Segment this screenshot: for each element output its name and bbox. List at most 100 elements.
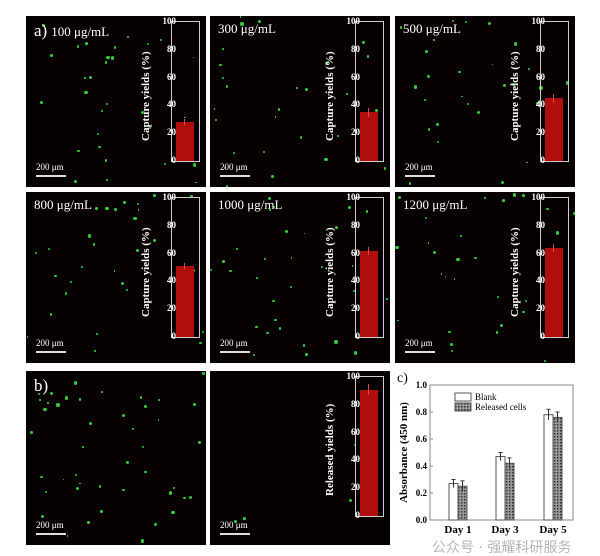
cell-dot — [365, 210, 369, 213]
cell-dot — [106, 55, 110, 60]
cell-dot — [159, 38, 162, 41]
cell-dot — [123, 200, 126, 204]
micrograph-panel: 300 μg/mL 200 μm 0 20 40 60 80 100 Capture yield… — [210, 16, 390, 187]
cell-dot — [76, 45, 80, 48]
concentration-label: 500 μg/mL — [403, 21, 461, 37]
cell-dot — [374, 109, 378, 113]
y-tick-label: 80 — [167, 219, 176, 230]
cell-dot — [334, 340, 338, 344]
cell-dot — [502, 83, 507, 87]
cell-dot — [269, 209, 271, 212]
concentration-label: 300 μg/mL — [218, 21, 276, 37]
cell-dot — [334, 226, 338, 230]
cell-dot — [153, 194, 157, 198]
cell-dot — [40, 514, 45, 519]
cell-dot — [573, 211, 575, 215]
cell-dot — [408, 182, 411, 185]
y-tick-label: 100 — [162, 192, 177, 202]
cell-dot — [126, 35, 130, 39]
cell-dot — [120, 282, 124, 286]
scale-line — [220, 351, 250, 353]
y-axis-label: Capture yields (%) — [324, 50, 336, 141]
cell-dot — [126, 288, 129, 292]
cell-dot — [436, 123, 439, 126]
cell-dot — [144, 471, 147, 474]
cell-dot — [337, 135, 340, 138]
cell-dot — [50, 391, 54, 395]
cell-dot — [456, 258, 460, 262]
panel-letter-b: b) — [34, 376, 49, 395]
y-tick-label: 40 — [351, 275, 360, 286]
cell-dot — [440, 273, 443, 275]
inset-bar-chart — [355, 197, 384, 338]
cell-dot — [512, 82, 516, 86]
scale-bar: 200 μm — [405, 162, 435, 177]
cell-dot — [565, 81, 569, 85]
cell-dot — [42, 24, 45, 27]
cell-dot — [225, 84, 229, 88]
cell-dot — [213, 107, 216, 110]
concentration-text: 1200 μg/mL — [403, 197, 468, 212]
y-tick-label: 0 — [171, 155, 177, 165]
concentration-text: 500 μg/mL — [403, 21, 461, 36]
cell-dot — [555, 231, 560, 235]
y-tick-label: 100 — [346, 371, 361, 381]
yield-bar — [360, 389, 378, 516]
cell-dot — [38, 399, 41, 401]
cell-dot — [451, 19, 455, 23]
legend-swatch — [454, 402, 472, 412]
scale-label: 200 μm — [220, 338, 248, 348]
cell-dot — [449, 342, 454, 347]
cell-dot — [448, 330, 451, 334]
cell-dot — [62, 478, 65, 481]
cell-dot — [495, 331, 499, 335]
cell-dot — [169, 491, 173, 495]
cell-dot — [305, 353, 308, 356]
released-cells-bar — [504, 462, 515, 521]
inset-bar-chart — [540, 197, 569, 338]
cell-dot — [98, 485, 101, 488]
cell-dot — [324, 157, 328, 162]
y-tick-label: 60 — [351, 247, 360, 258]
cell-dot — [76, 486, 80, 490]
y-tick-label: 0.2 — [416, 488, 428, 498]
y-axis-label: Capture yields (%) — [140, 226, 152, 317]
cell-dot — [528, 68, 531, 71]
cell-dot — [432, 251, 436, 255]
cell-dot — [239, 16, 242, 18]
cell-dot — [256, 276, 258, 279]
cell-dot — [461, 95, 464, 98]
cell-dot — [80, 265, 83, 268]
cell-dot — [100, 510, 103, 513]
cell-dot — [157, 418, 160, 421]
scale-label: 200 μm — [36, 338, 64, 348]
micrograph-panel: 200 μm 0 20 40 60 80 100 Released yields (%) — [210, 371, 390, 545]
y-tick-label: 40 — [167, 275, 176, 286]
cell-dot — [296, 86, 298, 89]
cell-dot — [272, 299, 275, 303]
scale-line — [220, 533, 250, 535]
y-tick-label: 20 — [351, 482, 360, 493]
micrograph-panel: 800 μg/mL 200 μm 0 20 40 60 80 100 Capture yield… — [26, 192, 206, 363]
scale-bar: 200 μm — [36, 162, 66, 177]
cell-dot — [242, 517, 246, 520]
cell-dot — [110, 56, 114, 60]
cell-dot — [277, 108, 281, 111]
cell-dot — [163, 162, 167, 165]
y-tick-label: 80 — [167, 43, 176, 54]
cell-dot — [85, 42, 89, 45]
micrograph-panel: 500 μg/mL 200 μm 0 20 40 60 80 100 Capture yield… — [395, 16, 575, 187]
cell-dot — [500, 180, 504, 184]
y-tick-label: 1.0 — [416, 380, 428, 390]
scale-line — [405, 175, 435, 177]
y-tick-label: 80 — [351, 219, 360, 230]
cell-dot — [353, 443, 357, 447]
cell-dot — [346, 93, 348, 95]
cell-dot — [444, 275, 447, 278]
cell-dot — [521, 194, 525, 198]
error-bar — [368, 383, 369, 396]
cell-dot — [98, 145, 102, 149]
cell-dot — [50, 54, 54, 58]
cell-dot — [502, 199, 505, 203]
legend-label: Blank — [475, 392, 497, 402]
